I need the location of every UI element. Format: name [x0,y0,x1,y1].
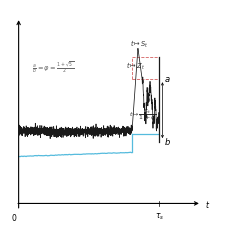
Text: $a$: $a$ [164,75,170,84]
Text: $t \mapsto S_t$: $t \mapsto S_t$ [130,39,148,50]
Text: $\frac{a}{b} = \varphi = \frac{1+\sqrt{5}}{2}$: $\frac{a}{b} = \varphi = \frac{1+\sqrt{5… [32,60,74,75]
Text: $0$: $0$ [11,212,18,223]
Text: $b$: $b$ [164,136,171,146]
Text: $\tau_s$: $\tau_s$ [155,212,164,222]
Text: $t \mapsto Z_t$: $t \mapsto Z_t$ [126,61,145,72]
Text: $t \mapsto \dfrac{S_t}{1+\varphi}$: $t \mapsto \dfrac{S_t}{1+\varphi}$ [129,107,156,123]
Text: $t$: $t$ [205,199,210,210]
